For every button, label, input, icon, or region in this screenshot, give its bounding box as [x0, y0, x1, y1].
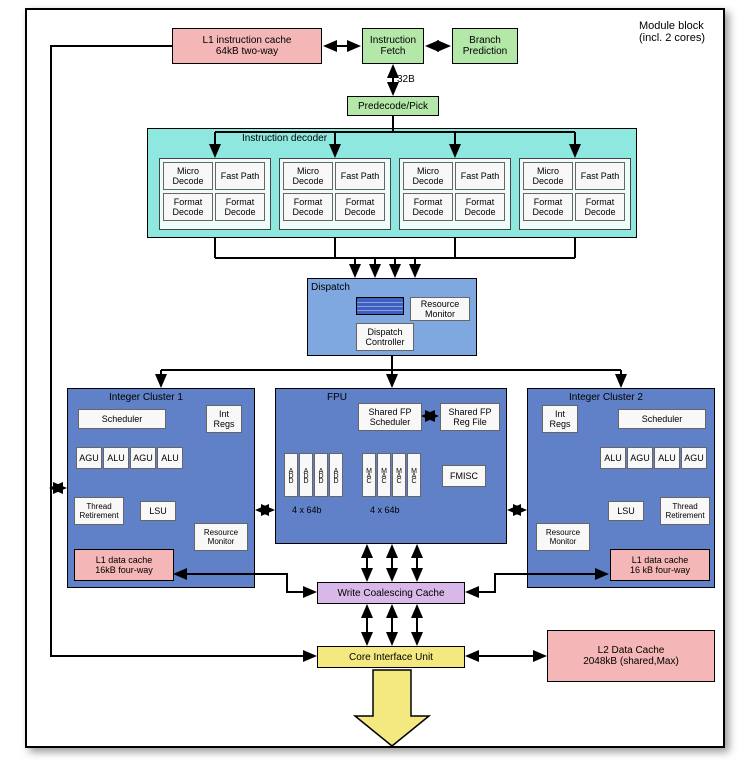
format-decode-a: Format Decode	[283, 193, 333, 221]
ic2-alu-0: ALU	[600, 447, 626, 469]
decoder-unit-1: Micro DecodeFast Path Format DecodeForma…	[279, 158, 391, 230]
ic2-lsu: LSU	[608, 501, 644, 521]
decoder-label: Instruction decoder	[242, 133, 327, 144]
fpu-note1: 4 x 64b	[292, 505, 322, 515]
branch-prediction: Branch Prediction	[452, 28, 518, 64]
core-interface-unit: Core Interface Unit	[317, 646, 465, 668]
ifetch-l1: Instruction	[370, 35, 416, 46]
ic1-agu-0: AGU	[76, 447, 102, 469]
format-decode-a: Format Decode	[523, 193, 573, 221]
fpu-note2: 4 x 64b	[370, 505, 400, 515]
module-title: Module block (incl. 2 cores)	[639, 20, 705, 44]
ic1-lsu: LSU	[140, 501, 176, 521]
l2-data-cache: L2 Data Cache 2048kB (shared,Max)	[547, 630, 715, 682]
ic2-agu-0: AGU	[627, 447, 653, 469]
bus-label: 32B	[397, 74, 415, 85]
format-decode-b: Format Decode	[455, 193, 505, 221]
fpu-scheduler: Shared FP Scheduler	[358, 403, 422, 431]
ic1-alu-0: ALU	[103, 447, 129, 469]
decoder-unit-0: Micro DecodeFast Path Format DecodeForma…	[159, 158, 271, 230]
fpu-mac-1: MAC	[377, 453, 391, 497]
ic2-alu-1: ALU	[654, 447, 680, 469]
ic2-l1d-sub: 16 kB four-way	[630, 565, 690, 575]
ic1-scheduler: Scheduler	[78, 409, 166, 429]
bpred-l2: Prediction	[463, 46, 507, 57]
fpu-label: FPU	[327, 392, 347, 403]
micro-decode: Micro Decode	[283, 162, 333, 190]
ic2-retire: Thread Retirement	[660, 497, 710, 525]
fpu-add-2: ADD	[314, 453, 328, 497]
format-decode-b: Format Decode	[215, 193, 265, 221]
decoder-unit-2: Micro DecodeFast Path Format DecodeForma…	[399, 158, 511, 230]
format-decode-b: Format Decode	[335, 193, 385, 221]
ic2-label: Integer Cluster 2	[569, 392, 643, 403]
module-outline: Module block (incl. 2 cores) L1 instruct…	[25, 8, 725, 748]
ic2-l1d-label: L1 data cache	[632, 555, 689, 565]
title-text: Module block	[639, 20, 705, 32]
ic2-scheduler: Scheduler	[618, 409, 706, 429]
format-decode-b: Format Decode	[575, 193, 625, 221]
fast-path: Fast Path	[335, 162, 385, 190]
l2-label: L2 Data Cache	[598, 645, 665, 656]
decoder-unit-3: Micro DecodeFast Path Format DecodeForma…	[519, 158, 631, 230]
l1-icache: L1 instruction cache 64kB two-way	[172, 28, 322, 64]
ic1-retire: Thread Retirement	[74, 497, 124, 525]
fast-path: Fast Path	[455, 162, 505, 190]
predecode: Predecode/Pick	[347, 96, 439, 116]
instruction-fetch: Instruction Fetch	[362, 28, 424, 64]
format-decode-a: Format Decode	[163, 193, 213, 221]
dispatch-label: Dispatch	[311, 282, 350, 293]
fpu-add-3: ADD	[329, 453, 343, 497]
dispatch: Dispatch Resource Monitor Dispatch Contr…	[307, 278, 477, 356]
dispatch-resmon: Resource Monitor	[410, 297, 470, 321]
ic1-alu-1: ALU	[157, 447, 183, 469]
dispatch-ctrl: Dispatch Controller	[356, 323, 414, 351]
format-decode-a: Format Decode	[403, 193, 453, 221]
fast-path: Fast Path	[575, 162, 625, 190]
l1i-label: L1 instruction cache	[203, 35, 292, 46]
ifetch-l2: Fetch	[380, 46, 405, 57]
ic1-l1d-sub: 16kB four-way	[95, 565, 153, 575]
fpu: FPU Shared FP Scheduler Shared FP Reg Fi…	[275, 388, 507, 544]
integer-cluster-1: Integer Cluster 1 Scheduler Int Regs AGU…	[67, 388, 255, 588]
fpu-fmisc: FMISC	[442, 465, 486, 487]
ic1-l1d: L1 data cache 16kB four-way	[74, 549, 174, 581]
dispatch-queue	[356, 297, 404, 315]
fpu-add-0: ADD	[284, 453, 298, 497]
l1i-sub: 64kB two-way	[216, 46, 278, 57]
ic2-l1d: L1 data cache 16 kB four-way	[610, 549, 710, 581]
l2-sub: 2048kB (shared,Max)	[583, 656, 679, 667]
fpu-mac-3: MAC	[407, 453, 421, 497]
ic2-agu-1: AGU	[681, 447, 707, 469]
write-coalescing-cache: Write Coalescing Cache	[317, 582, 465, 604]
ic2-intregs: Int Regs	[542, 405, 578, 433]
integer-cluster-2: Integer Cluster 2 Int Regs Scheduler ALU…	[527, 388, 715, 588]
ic1-intregs: Int Regs	[206, 405, 242, 433]
ic2-resmon: Resource Monitor	[536, 523, 590, 551]
micro-decode: Micro Decode	[523, 162, 573, 190]
fpu-mac-2: MAC	[392, 453, 406, 497]
fpu-regfile: Shared FP Reg File	[440, 403, 500, 431]
title-sub: (incl. 2 cores)	[639, 32, 705, 44]
ic1-l1d-label: L1 data cache	[96, 555, 153, 565]
ic1-resmon: Resource Monitor	[194, 523, 248, 551]
bpred-l1: Branch	[469, 35, 501, 46]
fpu-mac-0: MAC	[362, 453, 376, 497]
ic1-label: Integer Cluster 1	[109, 392, 183, 403]
micro-decode: Micro Decode	[403, 162, 453, 190]
fpu-add-1: ADD	[299, 453, 313, 497]
micro-decode: Micro Decode	[163, 162, 213, 190]
ic1-agu-1: AGU	[130, 447, 156, 469]
fast-path: Fast Path	[215, 162, 265, 190]
